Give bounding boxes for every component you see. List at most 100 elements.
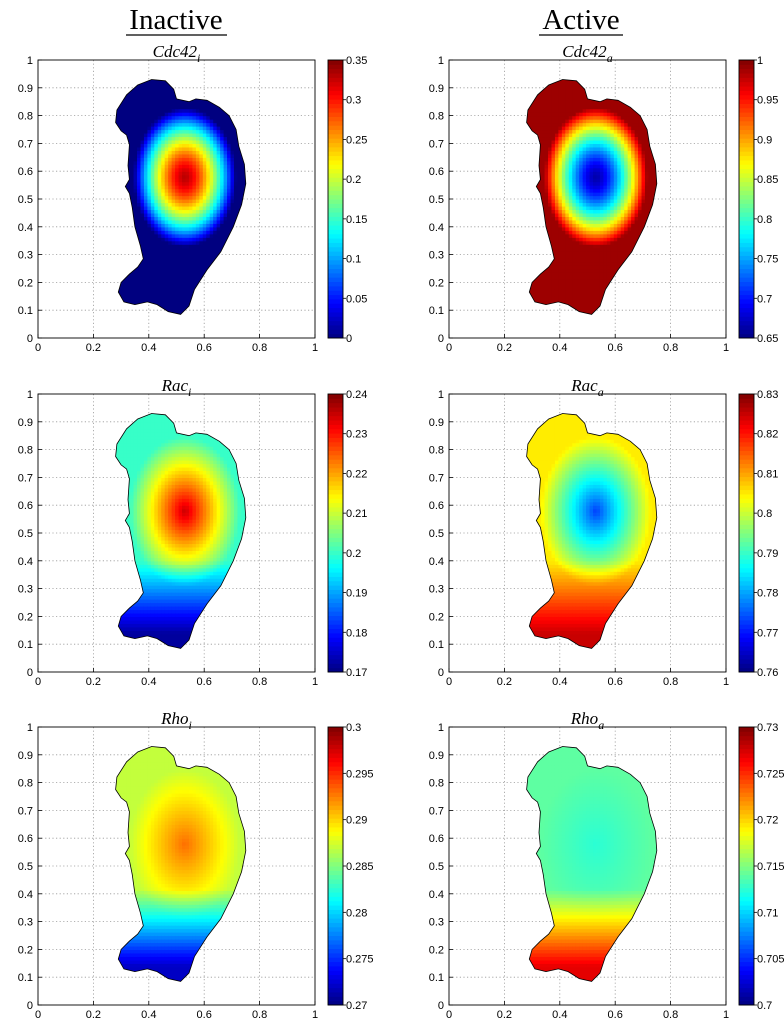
colorbar-tick-label: 0.285 [346,861,374,873]
y-tick-label: 0.1 [18,305,33,317]
colorbar-tick-label: 0.78 [757,588,778,600]
panel-5: 0 0.2 0.4 0.6 0.8 1 0 0.1 0.2 0.3 0.4 0.5 0.6 0.7 0.8 0… [429,709,784,1021]
y-tick-label: 0.3 [429,250,444,262]
x-tick-label: 0 [35,342,41,354]
column-title-inactive: Inactive [129,4,222,36]
x-tick-label: 0.4 [552,676,567,688]
heatmap-field [115,746,246,982]
x-tick-label: 1 [312,676,318,688]
y-tick-label: 0.2 [429,277,444,289]
y-tick-label: 1 [438,389,444,401]
colorbar-tick-label: 0.35 [346,55,367,67]
colorbar-frame [738,393,755,673]
x-tick-label: 0.8 [663,1009,678,1021]
y-tick-label: 0.4 [429,889,444,901]
colorbar-tick-label: 0.72 [757,815,778,827]
colorbar-tick-label: 0.22 [346,468,367,480]
y-tick-label: 0.3 [429,917,444,929]
colorbar: 0.27 0.275 0.28 0.285 0.29 0.295 0.3 [327,722,374,1012]
colorbar-tick-label: 0.295 [346,768,374,780]
y-tick-label: 0.6 [18,166,33,178]
panel-title: Rhoi [160,709,192,732]
x-tick-label: 0.4 [141,1009,156,1021]
colorbar-tick-label: 0.27 [346,1000,367,1012]
y-tick-label: 0 [27,667,33,679]
y-tick-label: 0.2 [429,944,444,956]
colorbar-tick-label: 0.7 [757,293,772,305]
colorbar-tick-label: 0.8 [757,508,772,520]
cell-outline [526,746,658,982]
x-tick-label: 0.6 [197,342,212,354]
y-tick-label: 0.7 [18,472,33,484]
y-tick-label: 0.4 [18,222,33,234]
colorbar-tick-label: 0.76 [757,667,778,679]
colorbar-tick-label: 0.7 [757,1000,772,1012]
x-tick-label: 1 [312,1009,318,1021]
y-tick-label: 0.4 [429,222,444,234]
y-tick-label: 0 [438,333,444,345]
y-tick-label: 0.5 [18,194,33,206]
cell-outline [115,746,247,982]
y-tick-label: 0.5 [429,194,444,206]
colorbar-tick-label: 0.275 [346,954,374,966]
colorbar-tick-label: 0.705 [757,954,784,966]
x-tick-label: 0.8 [252,342,267,354]
y-tick-label: 0.9 [429,83,444,95]
x-tick-label: 0.2 [497,676,512,688]
y-tick-label: 0.8 [18,111,33,123]
colorbar-tick-label: 0.83 [757,389,778,401]
y-tick-label: 0 [438,1000,444,1012]
y-tick-label: 0.8 [429,445,444,457]
colorbar: 0.76 0.77 0.78 0.79 0.8 0.81 0.82 0.83 [738,389,778,679]
x-tick-label: 0.2 [497,342,512,354]
colorbar-tick-label: 0.82 [757,429,778,441]
panel-title: Cdc42i [153,42,201,65]
x-tick-label: 1 [723,342,729,354]
colorbar-tick-label: 0.95 [757,95,778,107]
colorbar-tick-label: 0.75 [757,254,778,266]
y-tick-label: 0.6 [18,833,33,845]
colorbar-tick-label: 0.19 [346,588,367,600]
x-tick-label: 0.2 [86,342,101,354]
heatmap-field [526,413,657,649]
x-tick-label: 0.2 [86,676,101,688]
colorbar-tick-label: 0.1 [346,254,361,266]
colorbar-tick-label: 0.3 [346,95,361,107]
panel-title: Cdc42a [562,42,612,65]
x-tick-label: 0.4 [552,342,567,354]
y-tick-label: 0.8 [429,111,444,123]
panel-1: 0 0.2 0.4 0.6 0.8 100.10.20.30.40.50.60.70.80… [429,42,779,354]
panel-0: 0 0.2 0.4 0.6 0.8 1 0 0.1 0.2 0.3 0.4 0.5 0.6 0.7 0.8 0… [18,42,368,354]
colorbar-tick-label: 0.725 [757,768,784,780]
y-tick-label: 0.8 [18,445,33,457]
x-tick-label: 0.4 [141,342,156,354]
y-tick-label: 0.9 [18,83,33,95]
y-tick-label: 0.8 [429,778,444,790]
y-tick-label: 0.2 [429,611,444,623]
colorbar-tick-label: 0.21 [346,508,367,520]
y-tick-label: 0.7 [18,138,33,150]
colorbar-tick-label: 0.79 [757,548,778,560]
colorbar-tick-label: 0.23 [346,429,367,441]
panel-title: Raci [161,376,192,399]
heatmap-field [115,79,246,315]
x-tick-label: 0.4 [141,676,156,688]
y-tick-label: 0.1 [429,639,444,651]
colorbar-tick-label: 0.73 [757,722,778,734]
x-tick-label: 0.8 [663,676,678,688]
y-tick-label: 0.2 [18,277,33,289]
y-tick-label: 0.5 [18,861,33,873]
heatmap-field [115,413,246,649]
x-tick-label: 0.6 [197,1009,212,1021]
y-tick-label: 0.1 [18,639,33,651]
y-tick-label: 0.9 [429,750,444,762]
panels: 0 0.2 0.4 0.6 0.8 1 0 0.1 0.2 0.3 0.4 0.5 0.6 0.7 0.8 0… [18,42,784,1021]
column-title-active: Active [542,4,619,36]
cell-outline [115,79,247,315]
colorbar-tick-label: 0.65 [757,333,778,345]
colorbar-tick-label: 0.29 [346,815,367,827]
x-tick-label: 0.8 [252,676,267,688]
y-tick-label: 0.5 [429,861,444,873]
y-tick-label: 0.7 [429,805,444,817]
